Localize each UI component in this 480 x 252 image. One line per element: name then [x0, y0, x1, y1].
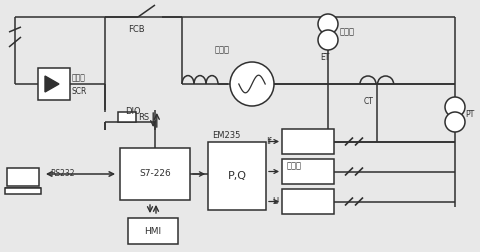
Text: S7-226: S7-226 [139, 170, 170, 178]
Text: P,Q: P,Q [227, 171, 246, 181]
Text: CT: CT [363, 97, 373, 106]
Text: RS: RS [138, 112, 149, 121]
Text: RS232: RS232 [50, 170, 74, 178]
Bar [207, 142, 265, 210]
Text: HMI: HMI [144, 227, 161, 236]
Text: EM235: EM235 [212, 132, 240, 141]
Bar [281, 189, 333, 214]
Polygon shape [45, 76, 59, 92]
Text: 变送器: 变送器 [287, 162, 301, 171]
Text: 励磁变: 励磁变 [339, 27, 354, 37]
Text: 发电机: 发电机 [214, 46, 229, 54]
Circle shape [317, 30, 337, 50]
Text: ET: ET [319, 53, 329, 62]
Bar [5, 188, 41, 194]
Circle shape [444, 112, 464, 132]
Circle shape [229, 62, 274, 106]
Text: If: If [265, 137, 271, 146]
Text: DIO: DIO [125, 108, 140, 116]
Text: U: U [271, 197, 277, 206]
Text: SCR: SCR [72, 87, 87, 97]
Text: PT: PT [464, 110, 473, 119]
Bar [7, 168, 39, 186]
Circle shape [444, 97, 464, 117]
Bar [120, 148, 190, 200]
Bar [118, 112, 136, 122]
Bar [281, 129, 333, 154]
Bar [281, 159, 333, 184]
Bar [38, 68, 70, 100]
Text: 整流器: 整流器 [72, 74, 86, 82]
Text: FCB: FCB [128, 24, 144, 34]
Bar [128, 218, 178, 244]
Circle shape [317, 14, 337, 34]
